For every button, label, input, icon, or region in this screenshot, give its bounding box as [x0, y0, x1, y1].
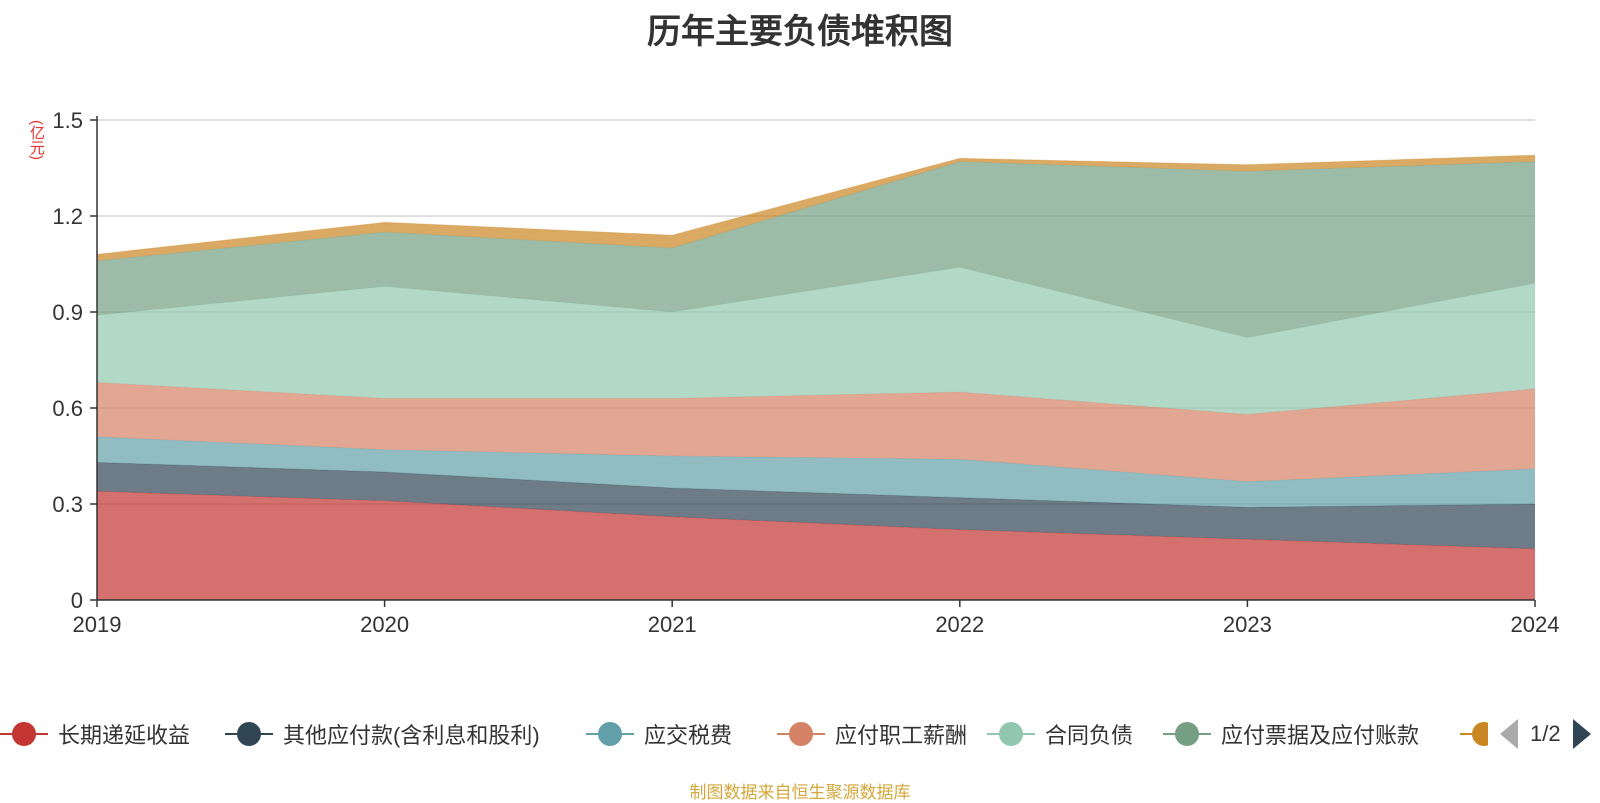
legend-marker-icon — [987, 722, 1035, 746]
legend-item-0[interactable]: 长期递延收益 — [0, 716, 190, 752]
axes: 0 0.3 0.6 0.9 1.2 1.5 2019 2020 2021 2022 2023 2024 — [52, 108, 1559, 637]
chart-title: 历年主要负债堆积图 — [647, 13, 953, 51]
triangle-left-icon[interactable] — [1500, 719, 1518, 749]
area-series-3 — [97, 382, 1535, 482]
x-tick-label: 2022 — [935, 612, 984, 637]
data-source-note: 制图数据来自恒生聚源数据库 — [689, 783, 911, 802]
legend-marker-icon — [1460, 722, 1488, 746]
x-tick-label: 2021 — [648, 612, 697, 637]
chart-legend: 长期递延收益 其他应付款(含利息和股利) 应交税费 应付职工薪酬 合同负债 应付票据及应付… — [0, 716, 1600, 752]
y-tick-label: 1.5 — [52, 108, 83, 133]
area-series-6 — [97, 155, 1535, 261]
legend-label: 其他应付款(含利息和股利) — [283, 723, 540, 748]
x-tick-label: 2024 — [1511, 612, 1560, 637]
area-series-edge-3 — [96, 381, 1536, 415]
x-tick-label: 2019 — [73, 612, 122, 637]
triangle-right-icon[interactable] — [1572, 719, 1591, 749]
legend-item-6[interactable] — [1460, 716, 1488, 752]
legend-item-4[interactable]: 合同负债 — [987, 716, 1133, 752]
y-tick-label: 0 — [71, 588, 83, 613]
legend-pager: 1/2 — [1500, 716, 1591, 752]
legend-page-indicator: 1/2 — [1530, 721, 1561, 746]
y-tick-label: 0.6 — [52, 396, 83, 421]
legend-label: 应付票据及应付账款 — [1221, 723, 1420, 748]
stacked-area-chart: 0 0.3 0.6 0.9 1.2 1.5 2019 2020 2021 2022 2023 2024 — [52, 108, 1559, 637]
legend-item-5[interactable]: 应付票据及应付账款 — [1163, 716, 1419, 752]
legend-label: 长期递延收益 — [58, 723, 191, 748]
legend-label: 应付职工薪酬 — [835, 723, 968, 748]
legend-label: 应交税费 — [644, 723, 733, 748]
legend-item-2[interactable]: 应交税费 — [586, 716, 732, 752]
legend-marker-icon — [777, 722, 825, 746]
area-series-4 — [97, 267, 1535, 415]
area-series-2 — [97, 436, 1535, 508]
area-series — [96, 154, 1536, 600]
legend-marker-icon — [0, 722, 48, 746]
area-series-0 — [97, 491, 1535, 600]
y-axis-unit-label: (亿元) — [28, 120, 45, 160]
legend-marker-icon — [1163, 722, 1211, 746]
x-tick-label: 2020 — [360, 612, 409, 637]
legend-label: 合同负债 — [1045, 723, 1134, 748]
legend-item-1[interactable]: 其他应付款(含利息和股利) — [225, 716, 540, 752]
area-series-edge-6 — [96, 154, 1536, 255]
x-tick-label: 2023 — [1223, 612, 1272, 637]
y-tick-label: 0.3 — [52, 492, 83, 517]
legend-item-3[interactable]: 应付职工薪酬 — [777, 716, 967, 752]
area-series-1 — [97, 462, 1535, 549]
y-tick-label: 0.9 — [52, 300, 83, 325]
area-series-5 — [97, 161, 1535, 338]
legend-marker-icon — [586, 722, 634, 746]
legend-marker-icon — [225, 722, 273, 746]
y-tick-label: 1.2 — [52, 204, 83, 229]
